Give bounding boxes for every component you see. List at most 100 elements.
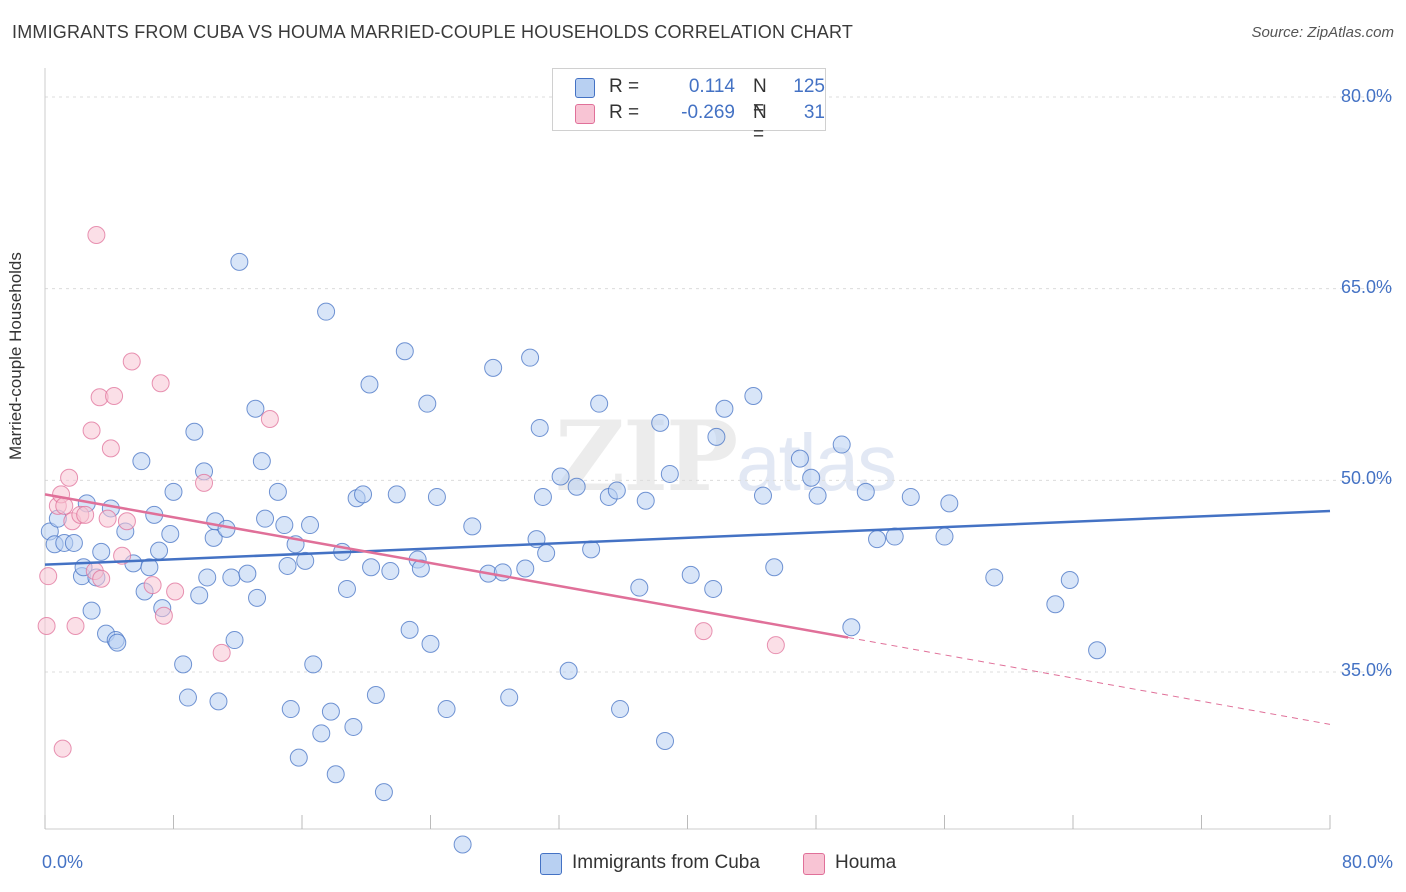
houma-data-point (92, 569, 111, 588)
houma-data-point (143, 576, 162, 595)
cuba-data-point (222, 568, 241, 587)
cuba-data-point (856, 482, 875, 501)
cuba-data-point (248, 588, 267, 607)
houma-trend-extension (848, 637, 1331, 725)
cuba-data-point (832, 435, 851, 454)
cuba-data-point (418, 394, 437, 413)
legend-swatch-houma (575, 104, 595, 124)
cuba-data-point (225, 631, 244, 650)
cuba-data-point (82, 601, 101, 620)
series-houma-points (37, 226, 785, 758)
houma-data-point (151, 374, 170, 393)
cuba-data-point (681, 565, 700, 584)
cuba-data-point (301, 516, 320, 535)
cuba-data-point (140, 558, 159, 577)
cuba-data-point (278, 556, 297, 575)
cuba-data-point (607, 481, 626, 500)
cuba-data-point (753, 486, 772, 505)
houma-data-point (66, 617, 85, 635)
legend-n-label: N = (753, 76, 767, 119)
legend-n-label: N = (753, 102, 767, 145)
houma-data-point (766, 636, 785, 655)
legend-label-houma: Houma (835, 852, 897, 873)
cuba-data-point (484, 358, 503, 377)
cuba-data-point (256, 509, 275, 528)
houma-data-point (101, 439, 120, 458)
cuba-data-point (421, 634, 440, 653)
correlation-legend: R = 0.114 N = 125 R = -0.269 N = 31 (552, 68, 826, 145)
cuba-data-point (567, 477, 586, 496)
legend-r-value: -0.269 (681, 102, 735, 123)
cuba-data-point (268, 482, 287, 501)
cuba-data-point (463, 517, 482, 536)
houma-data-point (76, 505, 95, 524)
houma-data-point (60, 468, 79, 487)
cuba-data-point (344, 717, 363, 736)
cuba-data-point (660, 464, 679, 483)
legend-n-value: 125 (793, 76, 825, 97)
cuba-data-point (275, 516, 294, 535)
cuba-data-point (150, 541, 169, 560)
cuba-data-point (808, 486, 827, 505)
cuba-data-point (185, 422, 204, 441)
cuba-data-point (636, 491, 655, 510)
cuba-data-point (132, 452, 151, 471)
cuba-data-point (590, 394, 609, 413)
cuba-data-point (374, 783, 393, 802)
trend-lines (44, 493, 1331, 725)
cuba-data-point (326, 765, 345, 784)
cuba-data-point (868, 530, 887, 549)
series-cuba-points (40, 252, 1107, 854)
cuba-data-point (360, 375, 379, 394)
houma-data-point (113, 546, 132, 565)
cuba-data-point (108, 633, 127, 652)
cuba-data-point (901, 487, 920, 506)
cuba-data-point (354, 485, 373, 504)
cuba-data-point (611, 700, 630, 719)
cuba-data-point (985, 568, 1004, 587)
cuba-trend-line (44, 509, 1331, 566)
cuba-data-point (238, 564, 257, 583)
cuba-data-point (281, 700, 300, 719)
cuba-data-point (537, 544, 556, 563)
cuba-data-point (765, 558, 784, 577)
legend-swatch-cuba (575, 78, 595, 98)
cuba-data-point (161, 525, 180, 543)
cuba-data-point (940, 494, 959, 513)
cuba-data-point (230, 252, 249, 271)
cuba-data-point (400, 620, 419, 639)
cuba-data-point (337, 579, 356, 598)
cuba-data-point (198, 568, 217, 587)
cuba-data-point (1060, 571, 1079, 589)
x-tick-max: 80.0% (1341, 852, 1393, 872)
legend-n-value: 31 (803, 102, 825, 123)
cuba-data-point (246, 399, 265, 418)
cuba-data-point (802, 468, 821, 487)
y-tick-50: 50.0% (1340, 468, 1392, 488)
y-tick-80: 80.0% (1340, 86, 1392, 106)
cuba-data-point (164, 482, 183, 501)
cuba-data-point (92, 542, 111, 561)
cuba-data-point (521, 348, 540, 367)
houma-data-point (105, 387, 124, 405)
cuba-data-point (366, 686, 385, 704)
y-axis-label: Married-couple Households (6, 252, 25, 460)
legend-swatch-houma (803, 853, 825, 875)
cuba-data-point (453, 835, 472, 854)
y-tick-65: 65.0% (1340, 277, 1392, 297)
cuba-data-point (296, 551, 315, 570)
legend-swatch-cuba (540, 853, 562, 875)
cuba-data-point (530, 418, 549, 437)
cuba-data-point (551, 467, 570, 486)
houma-data-point (694, 622, 713, 641)
cuba-data-point (209, 692, 228, 711)
cuba-data-point (582, 540, 601, 559)
legend-r-value: 0.114 (688, 76, 735, 97)
cuba-data-point (707, 427, 726, 446)
cuba-data-point (321, 702, 340, 721)
houma-data-point (37, 617, 56, 635)
houma-data-point (212, 643, 231, 662)
cuba-data-point (651, 413, 670, 432)
y-tick-35: 35.0% (1340, 660, 1392, 680)
